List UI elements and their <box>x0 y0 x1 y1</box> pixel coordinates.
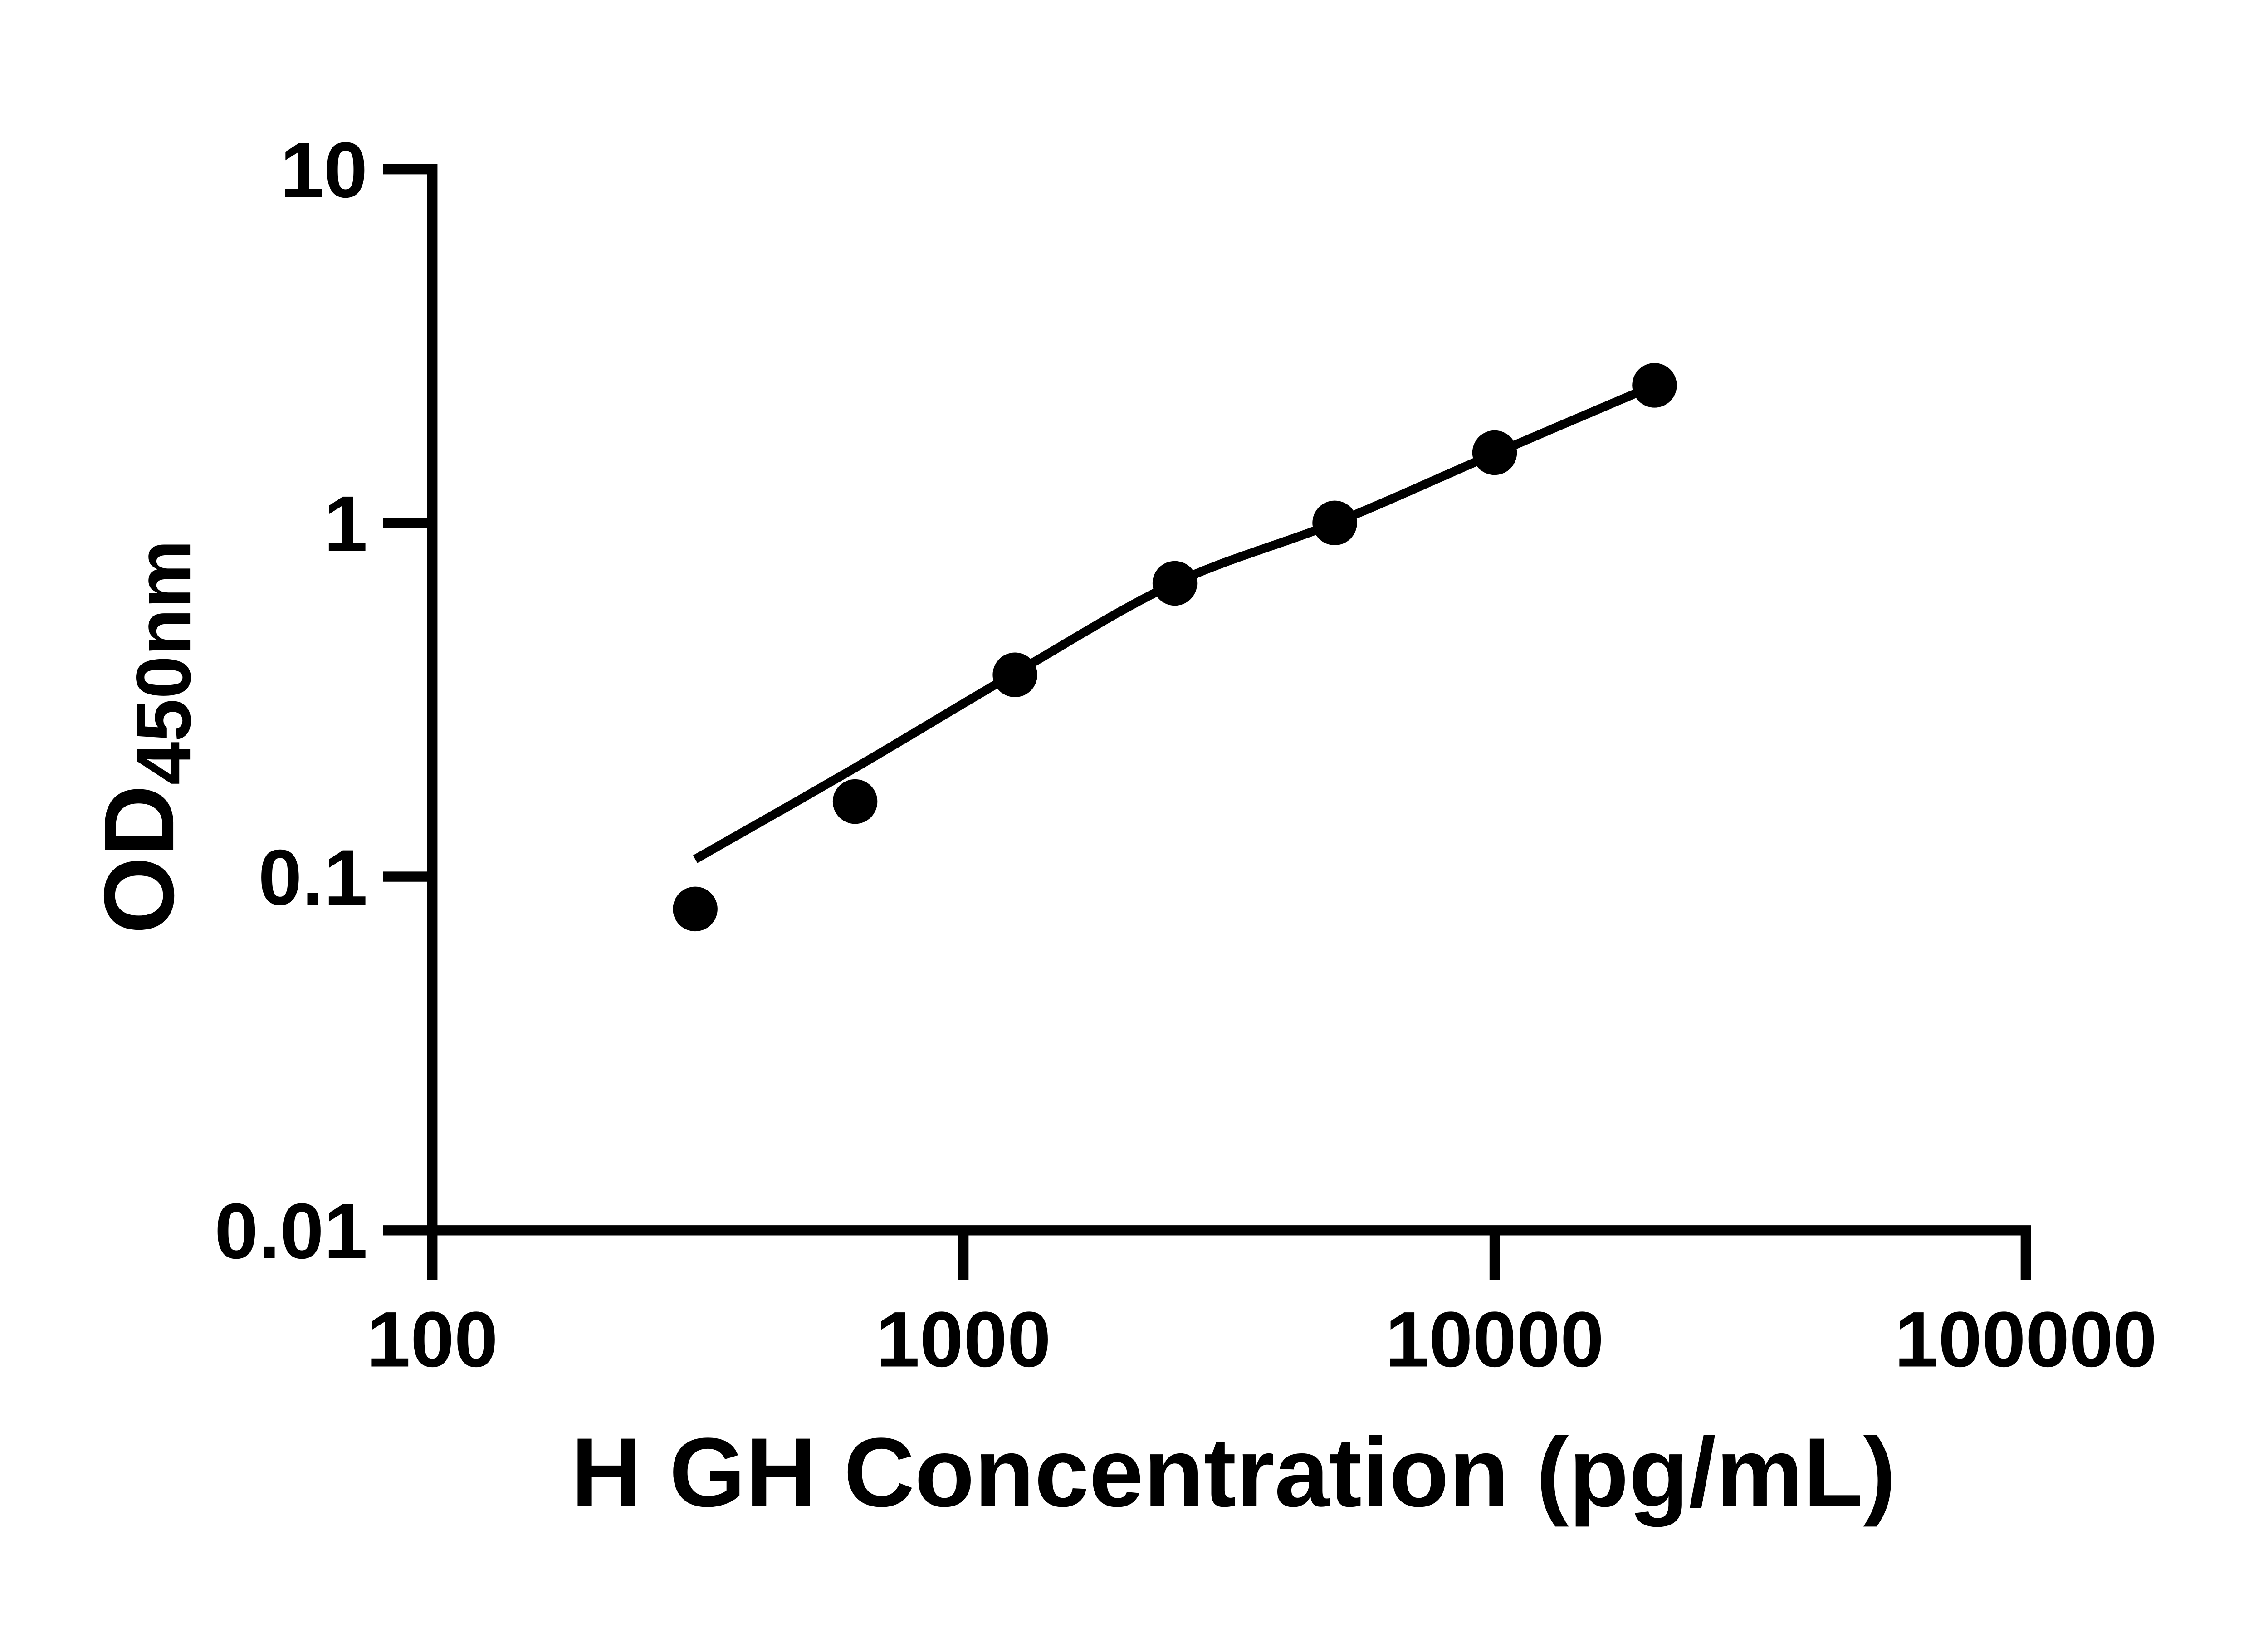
y-axis-ticks <box>383 164 433 1236</box>
y-tick-label-0.01: 0.01 <box>215 1187 368 1275</box>
y-axis-title: OD450nm <box>83 540 207 934</box>
figure-background <box>0 20 2268 1613</box>
data-point-1250 <box>992 652 1037 697</box>
data-point-10000 <box>1472 430 1517 475</box>
x-axis-ticks <box>427 1230 2031 1280</box>
x-tick-label-100: 100 <box>367 1295 498 1383</box>
x-axis-title: H GH Concentration (pg/mL) <box>571 1417 1896 1527</box>
y-tick-label-10: 10 <box>280 126 367 214</box>
data-point-markers <box>673 363 1677 932</box>
data-point-312.5 <box>673 886 718 932</box>
y-axis-title-base: OD <box>83 785 195 934</box>
y-tick-label-0.1: 0.1 <box>258 833 367 921</box>
x-tick-label-1000: 1000 <box>876 1295 1051 1383</box>
y-tick-label-1: 1 <box>324 479 367 567</box>
data-point-625 <box>832 779 878 824</box>
data-point-5000 <box>1312 500 1357 546</box>
x-tick-label-10000: 10000 <box>1385 1295 1604 1383</box>
data-point-2500 <box>1152 561 1198 606</box>
x-tick-label-100000: 100000 <box>1894 1295 2157 1383</box>
data-point-20000 <box>1632 363 1677 408</box>
y-axis-tick-labels: 10 1 0.1 0.01 <box>215 126 368 1275</box>
x-axis-tick-labels: 100 1000 10000 100000 <box>367 1295 2157 1383</box>
y-axis-title-subscript: 450nm <box>121 540 207 785</box>
